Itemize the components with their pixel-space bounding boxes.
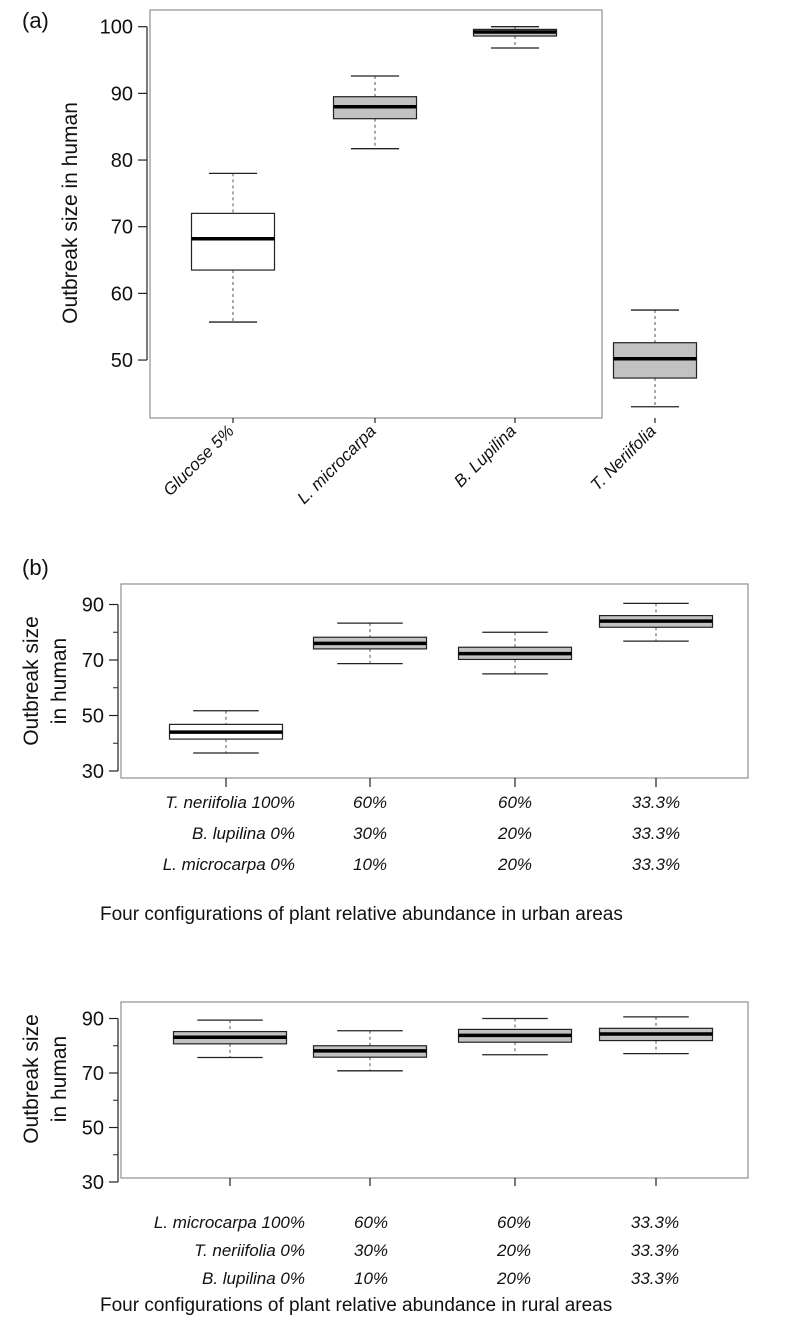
y-tick-label: 50 <box>111 350 133 372</box>
y-tick-label: 30 <box>82 1172 104 1194</box>
configuration-value: 33.3% <box>631 1241 679 1260</box>
configuration-value: B. lupilina 0% <box>202 1269 305 1288</box>
box-1 <box>190 172 276 323</box>
configuration-value: B. lupilina 0% <box>192 824 295 843</box>
configuration-value: 30% <box>354 1241 388 1260</box>
configuration-value: T. neriifolia 100% <box>165 793 295 812</box>
y-tick-label: 70 <box>111 217 133 239</box>
box-3 <box>457 1017 573 1056</box>
y-tick-label: 90 <box>111 83 133 105</box>
y-tick-label: 30 <box>82 761 104 783</box>
x-category-label: T. Neriifolia <box>587 421 660 494</box>
configuration-value: L. microcarpa 0% <box>163 855 295 874</box>
y-axis-title-line1: Outbreak size <box>20 1014 43 1144</box>
configuration-value: 60% <box>498 793 532 812</box>
x-category-label: B. Lupilina <box>450 421 520 491</box>
configuration-value: 10% <box>353 855 387 874</box>
y-axis-title-line1: Outbreak size <box>20 616 43 746</box>
configuration-value: 10% <box>354 1269 388 1288</box>
configuration-value: 33.3% <box>631 1213 679 1232</box>
y-tick-label: 80 <box>111 150 133 172</box>
configuration-value: T. neriifolia 0% <box>194 1241 305 1260</box>
configuration-value: 20% <box>497 824 532 843</box>
y-tick-label: 50 <box>82 1118 104 1140</box>
x-category-label: Glucose 5% <box>160 421 238 499</box>
x-category-label: L. microcarpa <box>294 421 380 507</box>
y-tick-label: 70 <box>82 650 104 672</box>
iqr-box <box>190 212 276 271</box>
box-4 <box>612 309 698 408</box>
configuration-value: 20% <box>496 1241 531 1260</box>
configuration-value: 30% <box>353 824 387 843</box>
box-4 <box>598 602 714 642</box>
plot-frame <box>149 9 603 419</box>
configuration-value: 20% <box>496 1269 531 1288</box>
configuration-value: 60% <box>497 1213 531 1232</box>
box-2 <box>332 75 418 150</box>
x-axis-title: Four configurations of plant relative ab… <box>100 904 623 925</box>
configuration-value: 33.3% <box>632 824 680 843</box>
box-4 <box>598 1016 714 1055</box>
chart-panel-2: 30 50 70 90 <box>82 583 749 787</box>
y-tick-label: 90 <box>82 595 104 617</box>
configuration-value: 20% <box>497 855 532 874</box>
box-3 <box>472 26 558 49</box>
plot-frame <box>120 583 749 779</box>
panel-label-b: (b) <box>22 555 49 580</box>
y-tick-label: 90 <box>82 1009 104 1031</box>
x-axis-title: Four configurations of plant relative ab… <box>100 1295 612 1316</box>
y-tick-label: 100 <box>100 17 133 39</box>
panel-label-a: (a) <box>22 8 49 33</box>
box-2 <box>312 1030 428 1072</box>
box-1 <box>172 1019 288 1059</box>
chart-panel-1: 50 60 70 80 90 100 <box>100 9 698 423</box>
y-axis-title-line2: in human <box>48 638 71 724</box>
y-tick-label: 70 <box>82 1063 104 1085</box>
configuration-value: L. microcarpa 100% <box>154 1213 305 1232</box>
configuration-value: 33.3% <box>631 1269 679 1288</box>
y-axis-title: Outbreak size in human <box>59 102 82 324</box>
chart-panel-3: 30 50 70 90 <box>82 1001 749 1194</box>
box-2 <box>312 622 428 665</box>
configuration-value: 33.3% <box>632 855 680 874</box>
y-tick-label: 50 <box>82 706 104 728</box>
configuration-value: 33.3% <box>632 793 680 812</box>
box-3 <box>457 631 573 675</box>
y-axis-title-line2: in human <box>48 1036 71 1122</box>
configuration-value: 60% <box>353 793 387 812</box>
box-1 <box>168 710 284 754</box>
y-tick-label: 60 <box>111 283 133 305</box>
configuration-value: 60% <box>354 1213 388 1232</box>
plot-frame <box>120 1001 749 1179</box>
